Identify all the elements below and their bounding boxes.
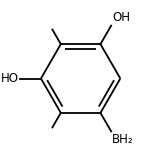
Text: HO: HO bbox=[1, 72, 19, 85]
Text: BH₂: BH₂ bbox=[112, 133, 134, 146]
Text: OH: OH bbox=[112, 11, 130, 24]
